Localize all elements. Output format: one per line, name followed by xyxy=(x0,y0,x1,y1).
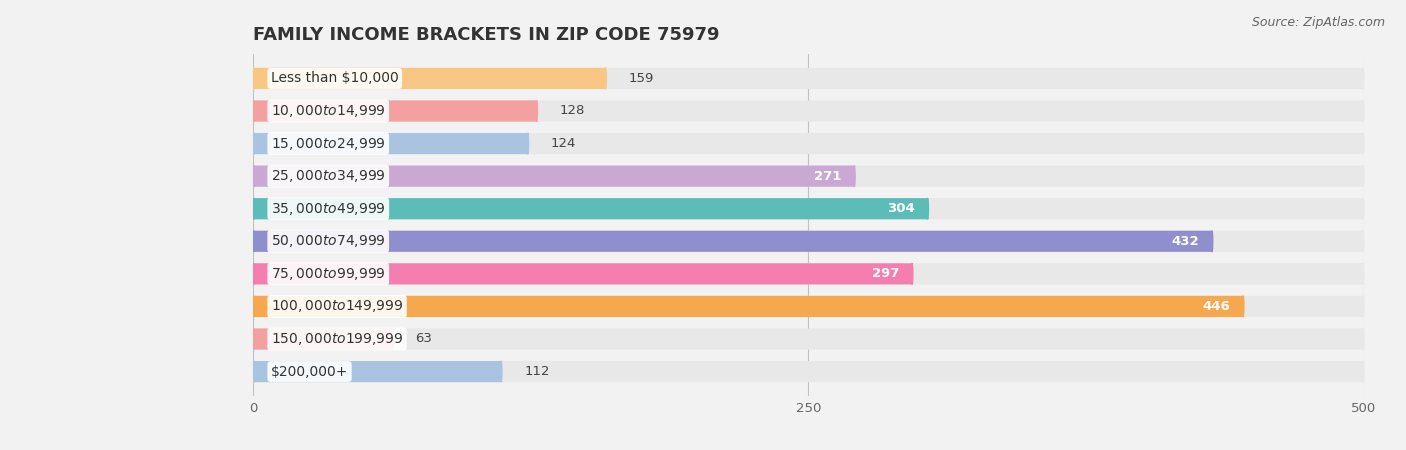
Text: $25,000 to $34,999: $25,000 to $34,999 xyxy=(271,168,385,184)
Circle shape xyxy=(501,361,502,382)
Text: $150,000 to $199,999: $150,000 to $199,999 xyxy=(271,331,404,347)
Text: $10,000 to $14,999: $10,000 to $14,999 xyxy=(271,103,385,119)
FancyBboxPatch shape xyxy=(254,133,1362,154)
FancyBboxPatch shape xyxy=(254,100,1362,122)
Text: 112: 112 xyxy=(524,365,550,378)
FancyBboxPatch shape xyxy=(254,231,1362,252)
Text: 432: 432 xyxy=(1171,235,1199,248)
Circle shape xyxy=(253,263,254,284)
Circle shape xyxy=(1362,68,1364,89)
Circle shape xyxy=(1362,361,1364,382)
Text: $100,000 to $149,999: $100,000 to $149,999 xyxy=(271,298,404,315)
Text: 63: 63 xyxy=(415,333,432,346)
Circle shape xyxy=(253,231,254,252)
Circle shape xyxy=(253,100,254,122)
Text: 271: 271 xyxy=(814,170,842,183)
Text: $50,000 to $74,999: $50,000 to $74,999 xyxy=(271,233,385,249)
FancyBboxPatch shape xyxy=(254,296,1362,317)
Circle shape xyxy=(1362,263,1364,284)
Circle shape xyxy=(853,166,855,187)
FancyBboxPatch shape xyxy=(254,68,606,89)
Circle shape xyxy=(253,328,254,350)
FancyBboxPatch shape xyxy=(254,296,1243,317)
Circle shape xyxy=(253,263,254,284)
FancyBboxPatch shape xyxy=(254,361,1362,382)
Text: $15,000 to $24,999: $15,000 to $24,999 xyxy=(271,135,385,152)
Text: 446: 446 xyxy=(1202,300,1230,313)
Circle shape xyxy=(1362,198,1364,219)
FancyBboxPatch shape xyxy=(254,263,1362,284)
Circle shape xyxy=(253,296,254,317)
Text: 128: 128 xyxy=(560,104,585,117)
Circle shape xyxy=(253,296,254,317)
Text: Less than $10,000: Less than $10,000 xyxy=(271,72,399,86)
Text: 124: 124 xyxy=(551,137,576,150)
Circle shape xyxy=(1362,166,1364,187)
Circle shape xyxy=(253,361,254,382)
FancyBboxPatch shape xyxy=(254,198,928,219)
Circle shape xyxy=(253,198,254,219)
Circle shape xyxy=(253,68,254,89)
Circle shape xyxy=(1362,328,1364,350)
FancyBboxPatch shape xyxy=(254,328,1362,350)
Circle shape xyxy=(1362,296,1364,317)
Circle shape xyxy=(536,100,537,122)
Text: 159: 159 xyxy=(628,72,654,85)
Circle shape xyxy=(527,133,529,154)
Text: FAMILY INCOME BRACKETS IN ZIP CODE 75979: FAMILY INCOME BRACKETS IN ZIP CODE 75979 xyxy=(253,26,720,44)
Circle shape xyxy=(392,328,394,350)
FancyBboxPatch shape xyxy=(254,166,855,187)
Text: $75,000 to $99,999: $75,000 to $99,999 xyxy=(271,266,385,282)
Circle shape xyxy=(253,133,254,154)
FancyBboxPatch shape xyxy=(254,68,1362,89)
Circle shape xyxy=(927,198,928,219)
Text: $35,000 to $49,999: $35,000 to $49,999 xyxy=(271,201,385,217)
FancyBboxPatch shape xyxy=(254,166,1362,187)
Circle shape xyxy=(1362,231,1364,252)
Circle shape xyxy=(911,263,912,284)
Text: 304: 304 xyxy=(887,202,915,215)
Text: $200,000+: $200,000+ xyxy=(271,364,349,378)
Circle shape xyxy=(253,328,254,350)
FancyBboxPatch shape xyxy=(254,133,527,154)
FancyBboxPatch shape xyxy=(254,328,392,350)
Circle shape xyxy=(253,133,254,154)
Circle shape xyxy=(253,100,254,122)
Circle shape xyxy=(253,231,254,252)
Circle shape xyxy=(605,68,606,89)
Circle shape xyxy=(253,361,254,382)
FancyBboxPatch shape xyxy=(254,100,537,122)
Circle shape xyxy=(1212,231,1213,252)
Circle shape xyxy=(1362,133,1364,154)
FancyBboxPatch shape xyxy=(254,231,1212,252)
FancyBboxPatch shape xyxy=(254,361,501,382)
Circle shape xyxy=(253,68,254,89)
Circle shape xyxy=(253,166,254,187)
Circle shape xyxy=(253,166,254,187)
Circle shape xyxy=(253,198,254,219)
Circle shape xyxy=(1243,296,1244,317)
Text: Source: ZipAtlas.com: Source: ZipAtlas.com xyxy=(1251,16,1385,29)
FancyBboxPatch shape xyxy=(254,198,1362,219)
Circle shape xyxy=(1362,100,1364,122)
Text: 297: 297 xyxy=(872,267,900,280)
FancyBboxPatch shape xyxy=(254,263,912,284)
